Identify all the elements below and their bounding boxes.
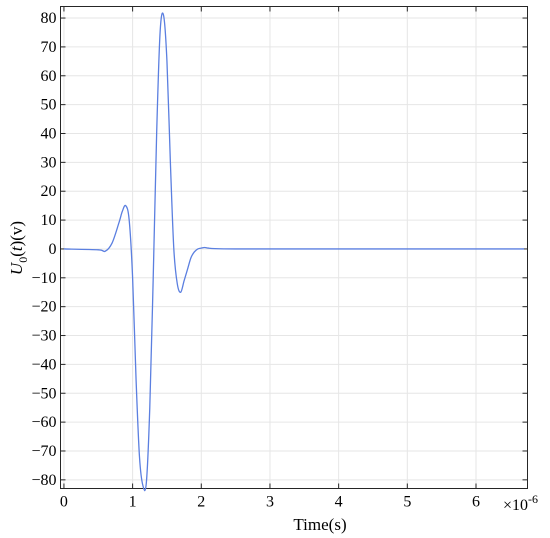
x-tick-label: 6 bbox=[472, 494, 480, 511]
x-axis-title: Time(s) bbox=[293, 515, 346, 534]
x-axis-exponent-base: ×10 bbox=[503, 497, 528, 514]
y-tick-label: 20 bbox=[41, 183, 57, 200]
y-axis-title-close: )(v) bbox=[7, 221, 26, 246]
y-tick-label: −70 bbox=[31, 443, 56, 460]
y-axis-title-var: t bbox=[7, 245, 26, 251]
y-tick-label: 50 bbox=[41, 97, 57, 114]
grid bbox=[60, 6, 528, 489]
y-tick-label: 40 bbox=[41, 125, 57, 142]
y-tick-label: 0 bbox=[49, 241, 57, 258]
x-axis-exponent: ×10-6 bbox=[503, 492, 538, 514]
x-axis-exponent-power: -6 bbox=[528, 492, 538, 506]
plot-frame bbox=[60, 6, 528, 489]
y-tick-label: 10 bbox=[41, 212, 57, 229]
y-tick-label: 80 bbox=[41, 10, 57, 27]
x-tick-label: 1 bbox=[129, 494, 137, 511]
axis-ticks bbox=[60, 6, 528, 489]
y-axis-title-open: ( bbox=[7, 251, 26, 257]
x-tick-label: 0 bbox=[60, 494, 68, 511]
y-axis-title-sub: 0 bbox=[16, 257, 30, 263]
y-axis-title-main: U bbox=[7, 261, 26, 275]
x-tick-label: 4 bbox=[335, 494, 343, 511]
series-line bbox=[63, 12, 525, 492]
y-tick-label: −50 bbox=[31, 385, 56, 402]
y-tick-label: −10 bbox=[31, 270, 56, 287]
x-tick-label: 5 bbox=[403, 494, 411, 511]
x-tick-label: 2 bbox=[197, 494, 205, 511]
y-tick-label: −20 bbox=[31, 299, 56, 316]
y-axis-title: U0(t)(v) bbox=[7, 221, 30, 275]
y-tick-label: −40 bbox=[31, 356, 56, 373]
y-tick-label: 70 bbox=[41, 39, 57, 56]
tick-labels: 0 1 2 3 4 5 6 −80 −70 −60 −50 −40 −30 −20 −10 0 10 20 30 40… bbox=[31, 10, 480, 510]
y-tick-label: −60 bbox=[31, 414, 56, 431]
y-tick-label: 60 bbox=[41, 68, 57, 85]
y-tick-label: 30 bbox=[41, 154, 57, 171]
y-tick-label: −30 bbox=[31, 328, 56, 345]
x-tick-label: 3 bbox=[266, 494, 274, 511]
y-tick-label: −80 bbox=[31, 472, 56, 489]
